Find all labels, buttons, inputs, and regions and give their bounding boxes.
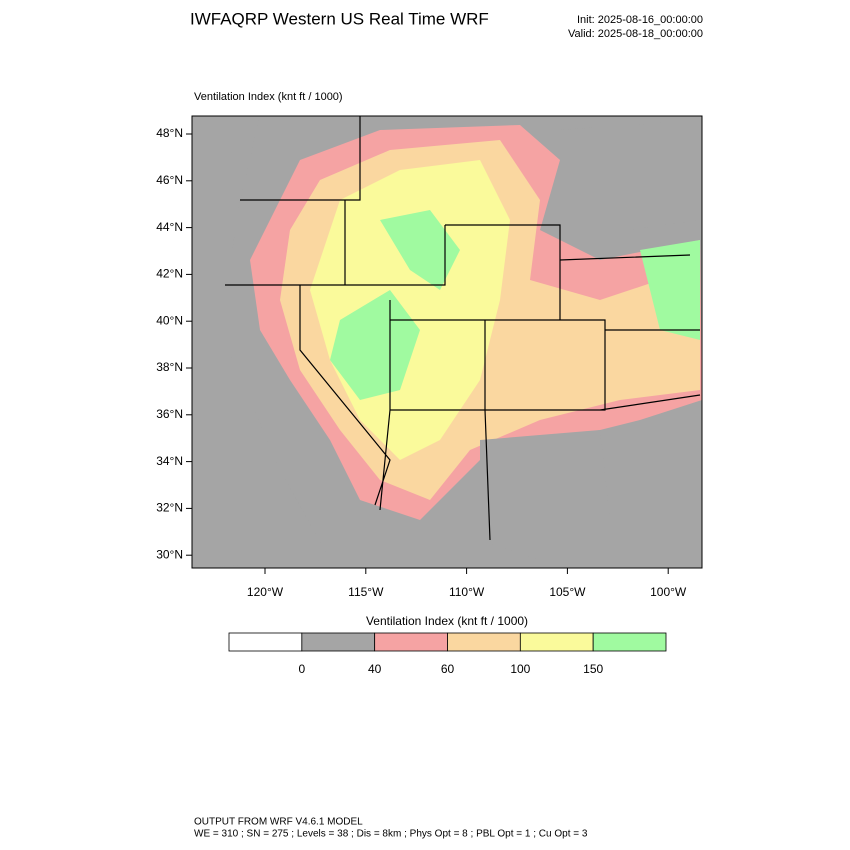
colorbar-box xyxy=(592,632,667,652)
footer-line: WE = 310 ; SN = 275 ; Levels = 38 ; Dis … xyxy=(194,829,588,840)
lon-tick-label: 115°W xyxy=(348,585,384,599)
state-borders xyxy=(225,116,701,541)
colorbar-box xyxy=(228,632,303,652)
lat-tick-label: 38°N xyxy=(156,360,183,374)
axis-ticks: 48°N 46°N 44°N 42°N 40°N 38°N 36°N 34°N 32°N 30°N… xyxy=(156,126,687,599)
lat-tick-label: 32°N xyxy=(156,501,183,515)
valid-time: Valid: 2025-08-18_00:00:00 xyxy=(568,28,703,40)
lon-tick-label: 110°W xyxy=(449,585,485,599)
title: IWFAQRP Western US Real Time WRF xyxy=(190,9,489,28)
lat-tick-label: 42°N xyxy=(156,267,183,281)
map xyxy=(191,115,703,569)
colorbar-box xyxy=(519,632,594,652)
lon-tick-label: 105°W xyxy=(549,585,586,599)
lat-tick-label: 48°N xyxy=(156,126,183,140)
colorbar-box xyxy=(374,632,448,652)
colorbar: 0 40 60 100 150 xyxy=(228,632,667,676)
region-green xyxy=(330,210,700,400)
colorbar-title: Ventilation Index (knt ft / 1000) xyxy=(366,614,528,628)
lon-tick-label: 100°W xyxy=(650,585,687,599)
footer-line: OUTPUT FROM WRF V4.6.1 MODEL xyxy=(194,817,363,828)
map-label: Ventilation Index (knt ft / 1000) xyxy=(194,91,343,103)
lat-tick-label: 36°N xyxy=(156,407,183,421)
colorbar-box xyxy=(301,632,376,652)
colorbar-label: 60 xyxy=(441,662,455,676)
colorbar-label: 100 xyxy=(510,662,530,676)
lat-tick-label: 30°N xyxy=(156,547,183,561)
lat-tick-label: 46°N xyxy=(156,173,183,187)
region-gray xyxy=(192,116,700,568)
colorbar-label: 150 xyxy=(583,662,603,676)
colorbar-label: 40 xyxy=(368,662,382,676)
colorbar-label: 0 xyxy=(298,662,305,676)
lon-tick-label: 120°W xyxy=(247,585,284,599)
lat-tick-label: 40°N xyxy=(156,313,183,327)
map-frame xyxy=(191,115,703,569)
colorbar-box xyxy=(447,632,521,652)
lat-tick-label: 34°N xyxy=(156,454,183,468)
lat-tick-label: 44°N xyxy=(156,220,183,234)
init-time: Init: 2025-08-16_00:00:00 xyxy=(577,14,703,26)
